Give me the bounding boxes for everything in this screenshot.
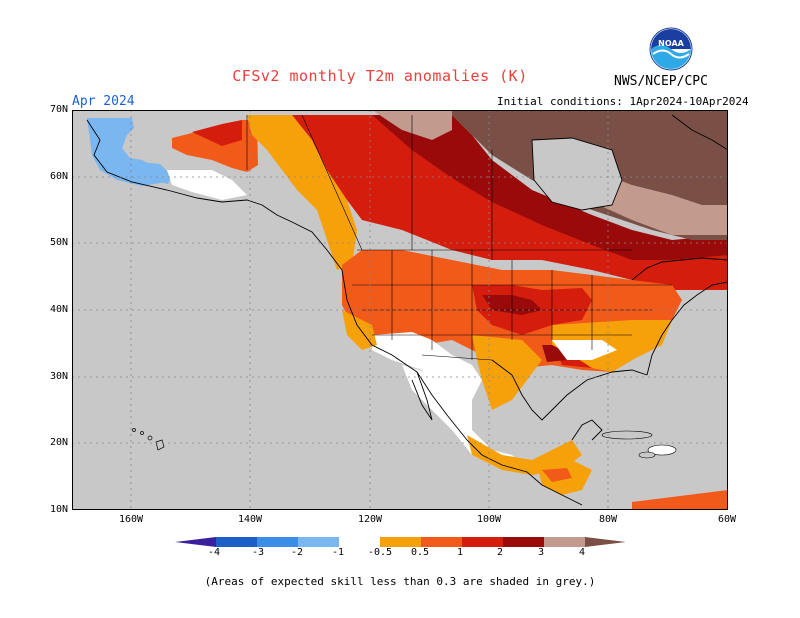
forecast-month: Apr 2024 <box>72 94 135 109</box>
lon-label: 80W <box>598 514 618 525</box>
legend-swatch <box>257 537 298 547</box>
legend-label: 3 <box>537 547 545 558</box>
legend-swatch <box>216 537 257 547</box>
bc-coast-warm <box>247 115 357 270</box>
legend-label: -1 <box>331 547 345 558</box>
legend-label: 0.5 <box>410 547 430 558</box>
lon-label: 160W <box>118 514 144 525</box>
legend-swatch <box>380 537 421 547</box>
legend-swatch <box>175 537 216 547</box>
anomaly-map <box>72 110 728 510</box>
legend-swatch <box>298 537 339 547</box>
graticule <box>72 110 728 510</box>
south-america-warm <box>632 490 728 510</box>
hudson-bay <box>532 138 622 210</box>
lat-label: 40N <box>49 304 68 315</box>
legend-label: -4 <box>207 547 221 558</box>
lat-label: 20N <box>49 437 68 448</box>
skill-note: (Areas of expected skill less than 0.3 a… <box>204 575 596 588</box>
lat-label: 10N <box>49 504 68 515</box>
southeast-us-neutral <box>552 340 617 360</box>
credit-label: NWS/NCEP/CPC <box>614 74 708 89</box>
mexico-neutral <box>402 365 522 470</box>
initial-conditions: Initial conditions: 1Apr2024-10Apr2024 <box>497 95 749 108</box>
legend-swatch <box>421 537 462 547</box>
legend-label: -3 <box>251 547 265 558</box>
hawaii-islands <box>132 428 165 451</box>
legend-swatch <box>503 537 544 547</box>
alaska-cold-region <box>87 118 172 186</box>
noaa-logo-icon: NOAA <box>649 27 693 71</box>
map-frame <box>72 110 728 510</box>
political-borders <box>246 114 672 376</box>
legend-label: 4 <box>578 547 586 558</box>
lon-label: 120W <box>357 514 383 525</box>
caribbean-islands <box>601 430 677 459</box>
map-title: CFSv2 monthly T2m anomalies (K) <box>232 67 528 85</box>
central-canada-red <box>292 115 728 290</box>
lon-label: 140W <box>237 514 263 525</box>
legend-label: 2 <box>496 547 504 558</box>
nw-canada-warm <box>172 120 258 172</box>
legend-label: -0.5 <box>367 547 393 558</box>
legend-swatch <box>462 537 503 547</box>
color-legend <box>175 537 625 547</box>
lon-label: 100W <box>476 514 502 525</box>
alaska-neutral-region <box>167 170 247 200</box>
legend-swatch <box>585 537 625 547</box>
lat-label: 30N <box>49 371 68 382</box>
texas-mexico-orange <box>472 335 542 410</box>
lon-label: 60W <box>717 514 737 525</box>
svg-text:NOAA: NOAA <box>658 39 684 48</box>
coastlines <box>86 114 728 506</box>
lat-label: 50N <box>49 237 68 248</box>
legend-swatch <box>544 537 585 547</box>
lat-label: 70N <box>49 104 68 115</box>
legend-label: -2 <box>290 547 304 558</box>
legend-swatch <box>339 537 380 547</box>
lat-label: 60N <box>49 171 68 182</box>
canada-dark-red <box>372 115 728 260</box>
legend-label: 1 <box>456 547 464 558</box>
